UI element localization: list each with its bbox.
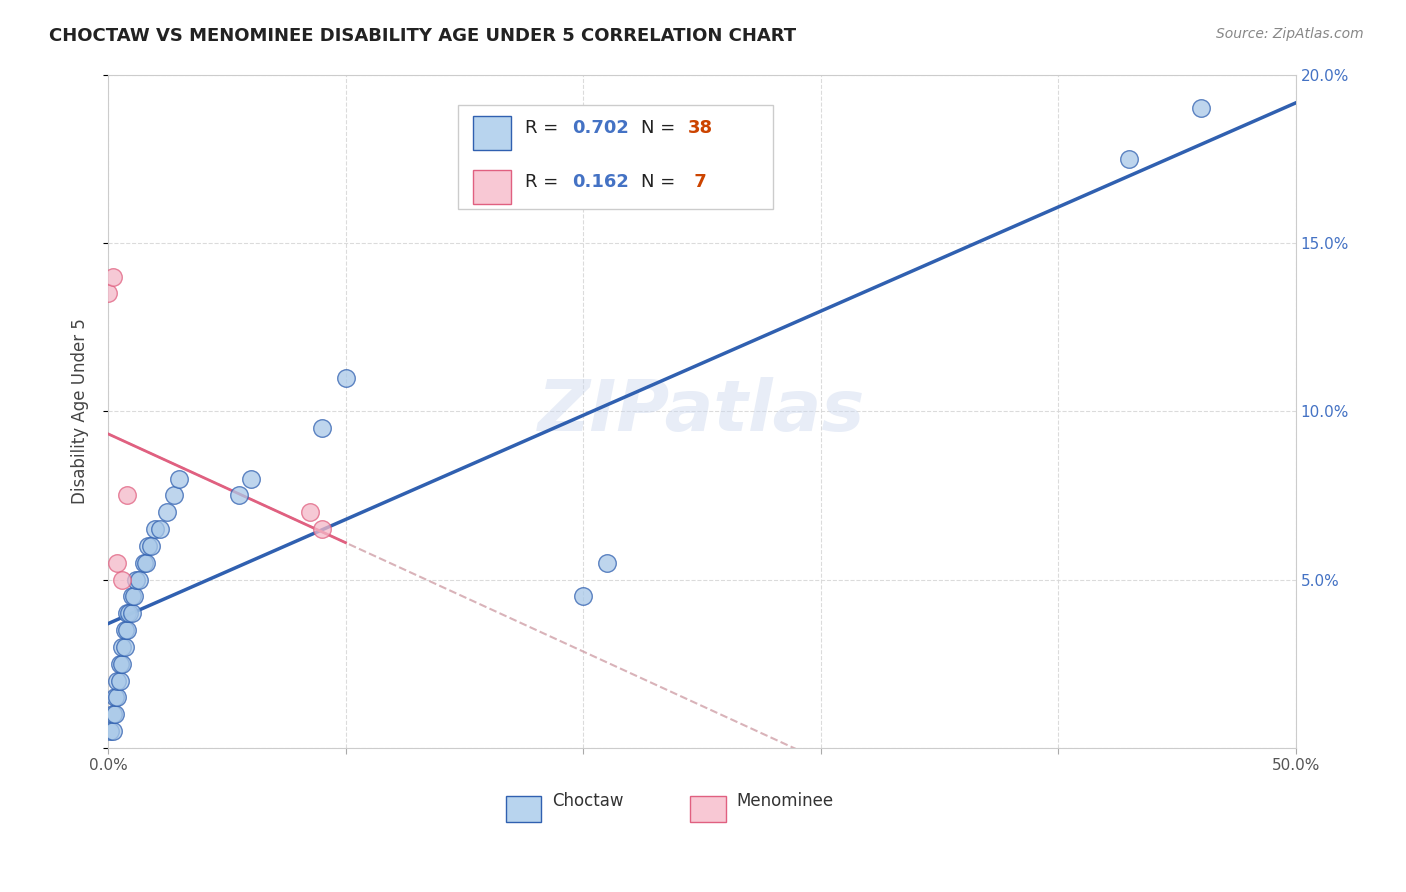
Point [298,505,321,519]
Point [132,556,155,570]
Text: ZIPatlas: ZIPatlas [538,376,866,446]
Point [101,724,124,739]
Text: N =: N = [641,119,675,137]
Point [108,673,131,688]
Point [98,724,121,739]
Point [1118,152,1140,166]
Point [121,590,143,604]
Point [128,573,150,587]
Point [115,623,138,637]
Point [111,640,134,654]
Text: 7: 7 [688,173,706,191]
FancyBboxPatch shape [690,797,725,822]
Point [115,606,138,620]
Point [311,522,333,536]
Text: 38: 38 [688,119,713,137]
Point [114,640,136,654]
Point [572,590,595,604]
Point [149,522,172,536]
Y-axis label: Disability Age Under 5: Disability Age Under 5 [72,318,89,504]
Point [107,556,129,570]
Point [107,673,129,688]
Point [104,690,127,705]
FancyBboxPatch shape [472,116,510,150]
Text: R =: R = [524,119,564,137]
Point [101,707,124,722]
Point [121,606,143,620]
Point [122,590,145,604]
Text: 0.162: 0.162 [572,173,630,191]
Point [97,286,120,301]
Point [139,539,162,553]
Text: CHOCTAW VS MENOMINEE DISABILITY AGE UNDER 5 CORRELATION CHART: CHOCTAW VS MENOMINEE DISABILITY AGE UNDE… [49,27,796,45]
Point [115,488,138,502]
Text: Choctaw: Choctaw [553,792,624,810]
Text: 0.702: 0.702 [572,119,630,137]
Point [335,370,357,384]
Point [111,657,134,671]
Point [118,606,141,620]
Point [596,556,619,570]
Text: Menominee: Menominee [737,792,834,810]
Point [114,623,136,637]
Point [311,421,333,435]
FancyBboxPatch shape [506,797,541,822]
Point [156,505,179,519]
Point [167,472,190,486]
Point [163,488,186,502]
Point [125,573,148,587]
Point [111,573,134,587]
Point [135,556,157,570]
Text: R =: R = [524,173,564,191]
Point [101,269,124,284]
Point [1189,101,1212,115]
Point [145,522,167,536]
Point [138,539,160,553]
Text: Source: ZipAtlas.com: Source: ZipAtlas.com [1216,27,1364,41]
Point [107,690,129,705]
Point [239,472,262,486]
FancyBboxPatch shape [472,170,510,204]
Point [108,657,131,671]
FancyBboxPatch shape [458,105,773,210]
Text: N =: N = [641,173,675,191]
Point [228,488,250,502]
Point [104,707,127,722]
